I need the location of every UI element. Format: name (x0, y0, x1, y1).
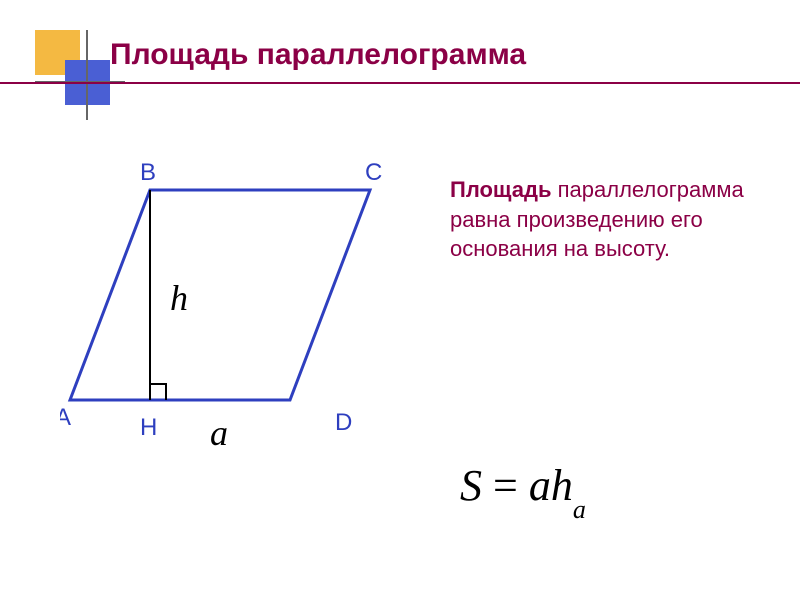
right-angle-marker (150, 384, 166, 400)
vertex-label-c: C (365, 160, 382, 186)
diagram-svg: A B C D H h a (60, 160, 400, 470)
theorem-text-block: Площадь параллелограмма равна произведен… (450, 175, 760, 264)
formula-subscript: a (573, 495, 586, 524)
height-foot-label: H (140, 414, 157, 441)
formula-a: a (529, 461, 551, 510)
theorem-statement: Площадь параллелограмма равна произведен… (450, 175, 760, 264)
theorem-first-word: Площадь (450, 177, 552, 202)
vertex-label-d: D (335, 409, 352, 436)
area-formula: S = aha (460, 460, 586, 517)
formula-equals: = (482, 461, 529, 510)
formula-s: S (460, 461, 482, 510)
title-underline (0, 82, 800, 84)
page-title: Площадь параллелограмма (110, 38, 526, 72)
height-label: h (170, 278, 188, 318)
vertex-label-a: A (60, 404, 71, 431)
formula-h: h (551, 461, 573, 510)
parallelogram-diagram: A B C D H h a (60, 160, 400, 460)
parallelogram-shape (70, 190, 370, 400)
base-label: a (210, 413, 228, 453)
vertex-label-b: B (140, 160, 156, 186)
